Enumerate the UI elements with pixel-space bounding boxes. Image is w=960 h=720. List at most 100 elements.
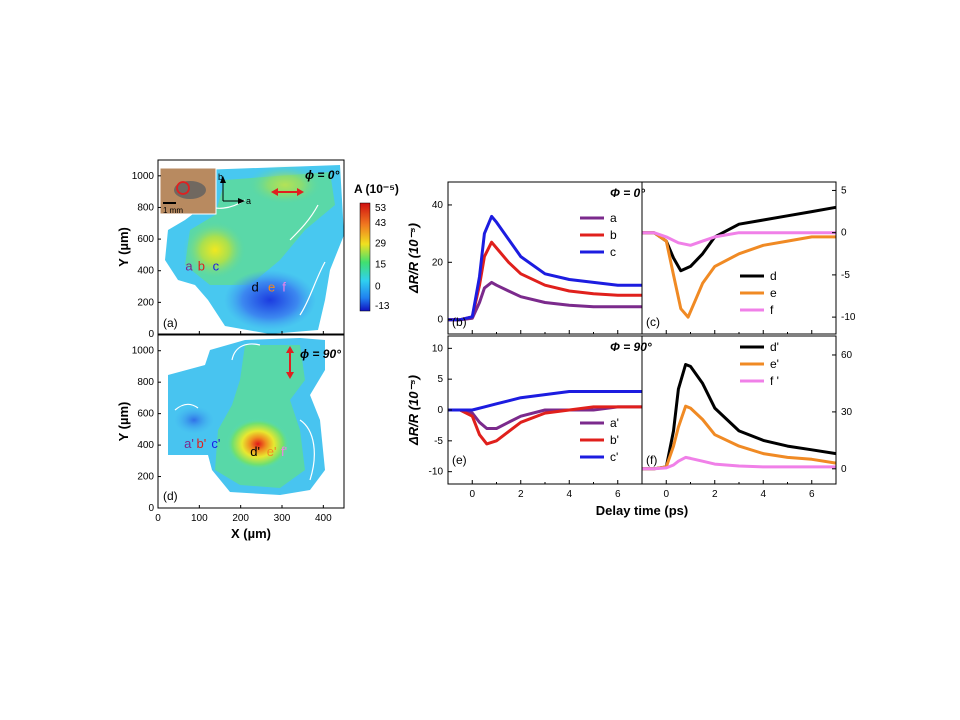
panel-label: (e) bbox=[452, 453, 467, 467]
map-a-frame bbox=[157, 159, 345, 335]
map-point-label: d' bbox=[250, 444, 260, 459]
xtick-label: 4 bbox=[760, 489, 766, 500]
ytick-label: 60 bbox=[841, 350, 853, 361]
ytick-label: 0 bbox=[437, 315, 443, 326]
map-ylabel: Y (µm) bbox=[116, 402, 131, 442]
map-point-label: d bbox=[252, 279, 259, 294]
line-panel: 0 2 4 6 60 30 0 Delay time (ps) d' e' f ' (f) bbox=[596, 335, 853, 518]
map-ytick-label: 200 bbox=[137, 472, 154, 483]
line-panel: 0 2 4 6 10 5 0 -5 -10 ΔR/R (10⁻⁵) a' b' c' (e) bbox=[406, 335, 643, 500]
legend-label: a bbox=[610, 211, 617, 225]
ylabel: ΔR/R (10⁻⁵) bbox=[406, 223, 421, 294]
map-point-label: c' bbox=[211, 436, 220, 451]
xtick-label: 2 bbox=[518, 489, 524, 500]
legend-label: c bbox=[610, 245, 616, 259]
map-xtick-label: 100 bbox=[191, 513, 208, 524]
inset-photo: 1 mm bbox=[159, 167, 217, 215]
map-ytick-label: 800 bbox=[137, 202, 154, 213]
map-point-label: e bbox=[268, 279, 275, 294]
map-xlabel: X (µm) bbox=[231, 526, 271, 541]
map-d-frame bbox=[157, 334, 345, 509]
map-point-label: b bbox=[198, 259, 205, 274]
plot-frame bbox=[641, 335, 837, 485]
series-line bbox=[448, 405, 642, 430]
ytick-label: 0 bbox=[841, 228, 847, 239]
xtick-label: 0 bbox=[469, 489, 475, 500]
ytick-label: 0 bbox=[841, 464, 847, 475]
map-ylabel: Y (µm) bbox=[116, 227, 131, 267]
angle-label-bottom: Φ = 90° bbox=[610, 340, 652, 354]
legend-label: e bbox=[770, 286, 777, 300]
angle-label-a: ϕ = 0° bbox=[305, 168, 339, 182]
legend-label: d bbox=[770, 269, 777, 283]
map-xtick-label: 400 bbox=[315, 513, 332, 524]
panel-label: (f) bbox=[646, 453, 657, 467]
series-line bbox=[642, 404, 837, 471]
xtick-label: 2 bbox=[712, 489, 718, 500]
angle-label-top: Φ = 0° bbox=[610, 186, 645, 200]
xtick-label: 0 bbox=[663, 489, 669, 500]
map-point-label: c bbox=[213, 259, 220, 274]
panel-label: (c) bbox=[646, 315, 660, 329]
colorbar-tick: -13 bbox=[375, 301, 390, 312]
xtick-label: 4 bbox=[566, 489, 572, 500]
map-ytick-label: 600 bbox=[137, 409, 154, 420]
angle-label-d: ϕ = 90° bbox=[300, 347, 341, 361]
line-panel: 5 0 -5 -10 def (c) bbox=[641, 181, 856, 335]
svg-text:b: b bbox=[218, 172, 223, 182]
colorbar: A (10⁻⁵) 53 43 29 15 0 -13 bbox=[354, 182, 399, 312]
ytick-label: 10 bbox=[432, 343, 444, 354]
xtick-label: 6 bbox=[615, 489, 621, 500]
map-point-label: a' bbox=[184, 436, 194, 451]
inset-marker bbox=[176, 181, 190, 195]
ytick-label: -5 bbox=[434, 436, 443, 447]
map-xtick-label: 300 bbox=[274, 513, 291, 524]
map-d-contour bbox=[174, 343, 315, 481]
heatmap-panel-d bbox=[168, 338, 325, 495]
ytick-label: -5 bbox=[841, 270, 850, 281]
map-a-coldspot bbox=[224, 270, 316, 330]
series-line bbox=[448, 214, 642, 322]
panel-label: (b) bbox=[452, 315, 467, 329]
crystal-axes: b a bbox=[218, 172, 251, 206]
map-xtick-label: 200 bbox=[232, 513, 249, 524]
ytick-label: 20 bbox=[432, 257, 444, 268]
map-ytick-label: 400 bbox=[137, 266, 154, 277]
map-ytick-label: 200 bbox=[137, 297, 154, 308]
colorbar-tick: 53 bbox=[375, 203, 387, 214]
colorbar-tick: 0 bbox=[375, 282, 381, 293]
panel-label-d: (d) bbox=[163, 489, 178, 503]
map-a-hotspot-top bbox=[247, 165, 323, 205]
map-a-hotspot bbox=[183, 220, 247, 280]
panel-label-a: (a) bbox=[163, 316, 178, 330]
map-d-hotspot bbox=[226, 418, 290, 470]
map-point-label: f' bbox=[281, 444, 287, 459]
map-point-label: e' bbox=[267, 444, 277, 459]
map-ytick-label: 0 bbox=[148, 329, 154, 340]
legend-label: e' bbox=[770, 357, 779, 371]
colorbar-label: A (10⁻⁵) bbox=[354, 182, 399, 196]
line-panel: 0 20 40 ΔR/R (10⁻⁵) abc (b) bbox=[406, 181, 643, 335]
ytick-label: 40 bbox=[432, 200, 444, 211]
polarization-arrow-vertical bbox=[286, 346, 294, 379]
legend-label: a' bbox=[610, 416, 619, 430]
series-line bbox=[448, 405, 642, 446]
legend-label: b' bbox=[610, 433, 619, 447]
series-line bbox=[642, 231, 836, 319]
colorbar-tick: 29 bbox=[375, 239, 387, 250]
ytick-label: 5 bbox=[841, 185, 847, 196]
xlabel: Delay time (ps) bbox=[596, 503, 688, 518]
colorbar-gradient bbox=[359, 202, 371, 312]
map-point-label: a bbox=[185, 259, 193, 274]
colorbar-tick: 43 bbox=[375, 218, 387, 229]
map-ytick-label: 0 bbox=[148, 503, 154, 514]
legend-label: f ' bbox=[770, 374, 779, 388]
ytick-label: -10 bbox=[841, 312, 856, 323]
svg-text:a: a bbox=[246, 196, 251, 206]
legend-label: b bbox=[610, 228, 617, 242]
map-xtick-label: 0 bbox=[155, 513, 161, 524]
map-ytick-label: 1000 bbox=[132, 171, 155, 182]
map-d-bluespot bbox=[174, 406, 214, 434]
series-line bbox=[448, 390, 642, 412]
